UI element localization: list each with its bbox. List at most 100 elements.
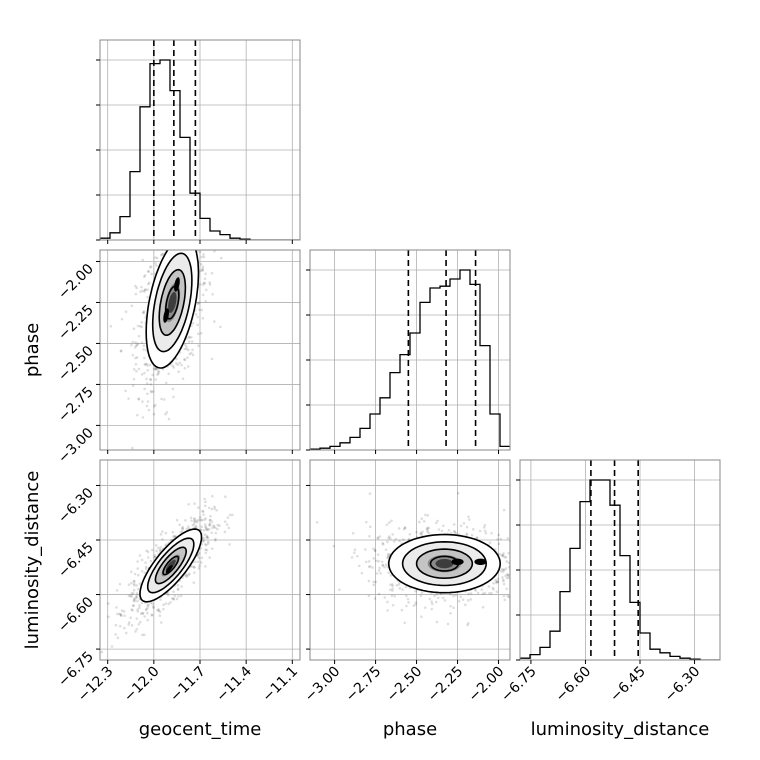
scatter-point	[157, 369, 160, 373]
scatter-point	[424, 513, 427, 517]
scatter-point	[502, 578, 505, 582]
panel-geocent-time-hist	[96, 39, 301, 244]
scatter-point	[207, 527, 211, 531]
scatter-point	[141, 633, 144, 637]
scatter-point	[512, 557, 515, 560]
scatter-point	[436, 596, 440, 600]
scatter-point	[387, 535, 391, 538]
scatter-point	[507, 551, 510, 555]
scatter-point	[186, 233, 189, 236]
scatter-point	[228, 513, 232, 517]
scatter-point	[173, 242, 176, 245]
scatter-point	[197, 506, 200, 509]
scatter-point	[533, 578, 536, 581]
scatter-point	[190, 519, 193, 522]
scatter-point	[180, 585, 183, 588]
scatter-point	[425, 527, 429, 531]
scatter-point	[502, 594, 506, 598]
x-tick-label: −2.50	[384, 664, 426, 706]
scatter-point	[199, 331, 203, 335]
scatter-point	[507, 574, 510, 577]
scatter-point	[389, 574, 393, 577]
scatter-point	[197, 556, 201, 560]
scatter-point	[197, 551, 201, 555]
contour-line	[165, 285, 180, 320]
scatter-point	[496, 580, 499, 584]
scatter-point	[536, 545, 539, 548]
scatter-point	[381, 564, 385, 567]
scatter-point	[488, 541, 492, 544]
scatter-point	[146, 556, 150, 559]
scatter-point	[167, 222, 170, 225]
scatter-point	[190, 336, 193, 339]
scatter-point	[153, 456, 156, 459]
scatter-point	[201, 510, 205, 513]
scatter-point	[208, 281, 212, 284]
scatter-point	[433, 594, 436, 598]
scatter-point	[381, 543, 385, 546]
scatter-point	[193, 571, 196, 575]
scatter-point	[198, 283, 202, 286]
scatter-point	[137, 397, 140, 400]
scatter-point	[147, 603, 150, 607]
scatter-point	[465, 525, 469, 529]
scatter-point	[203, 282, 207, 285]
scatter-point	[154, 367, 157, 371]
scatter-point	[197, 344, 200, 348]
scatter-point	[360, 571, 364, 575]
scatter-point	[177, 198, 180, 201]
x-tick-label: −11.7	[167, 664, 209, 706]
scatter-point	[176, 219, 179, 222]
scatter-point	[187, 348, 190, 352]
scatter-point	[419, 532, 422, 536]
scatter-point	[452, 523, 456, 526]
scatter-point	[131, 340, 134, 344]
scatter-point	[193, 502, 196, 505]
scatter-point	[501, 554, 504, 557]
scatter-point	[143, 615, 146, 618]
scatter-point	[110, 645, 114, 648]
scatter-point	[160, 397, 163, 401]
scatter-point	[157, 246, 160, 249]
scatter-point	[188, 352, 192, 356]
scatter-point	[447, 528, 451, 532]
scatter-point	[459, 595, 462, 599]
scatter-point	[144, 567, 148, 570]
density-fill	[168, 292, 177, 313]
scatter-point	[406, 597, 410, 601]
scatter-point	[542, 563, 545, 566]
x-tick-label: −6.45	[607, 664, 649, 706]
scatter-point	[151, 390, 155, 393]
scatter-point	[180, 226, 183, 229]
scatter-point	[131, 353, 135, 357]
y-tick-label: −2.00	[55, 261, 97, 303]
scatter-point	[367, 579, 371, 583]
scatter-point	[373, 549, 377, 553]
scatter-point	[187, 573, 191, 577]
scatter-point	[404, 585, 408, 589]
scatter-point	[389, 537, 392, 540]
scatter-point	[140, 285, 143, 289]
scatter-point	[496, 577, 500, 581]
scatter-point	[164, 228, 167, 231]
scatter-point	[389, 583, 392, 587]
scatter-point	[139, 290, 142, 294]
scatter-point	[430, 600, 433, 603]
scatter-point	[381, 563, 385, 567]
scatter-point	[141, 416, 145, 419]
scatter-point	[372, 583, 375, 587]
scatter-point	[132, 599, 136, 602]
scatter-point	[150, 613, 154, 617]
scatter-point	[136, 610, 140, 613]
scatter-point	[464, 603, 467, 607]
scatter-point	[177, 370, 180, 374]
scatter-point	[116, 636, 120, 640]
scatter-point	[176, 588, 180, 592]
scatter-point	[175, 246, 178, 249]
scatter-point	[172, 598, 176, 601]
scatter-point	[476, 591, 480, 595]
scatter-point	[210, 507, 214, 511]
scatter-point	[168, 236, 171, 239]
scatter-point	[332, 544, 336, 548]
scatter-point	[132, 584, 136, 587]
